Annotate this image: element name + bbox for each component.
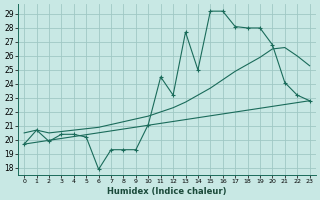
X-axis label: Humidex (Indice chaleur): Humidex (Indice chaleur) [107,187,227,196]
